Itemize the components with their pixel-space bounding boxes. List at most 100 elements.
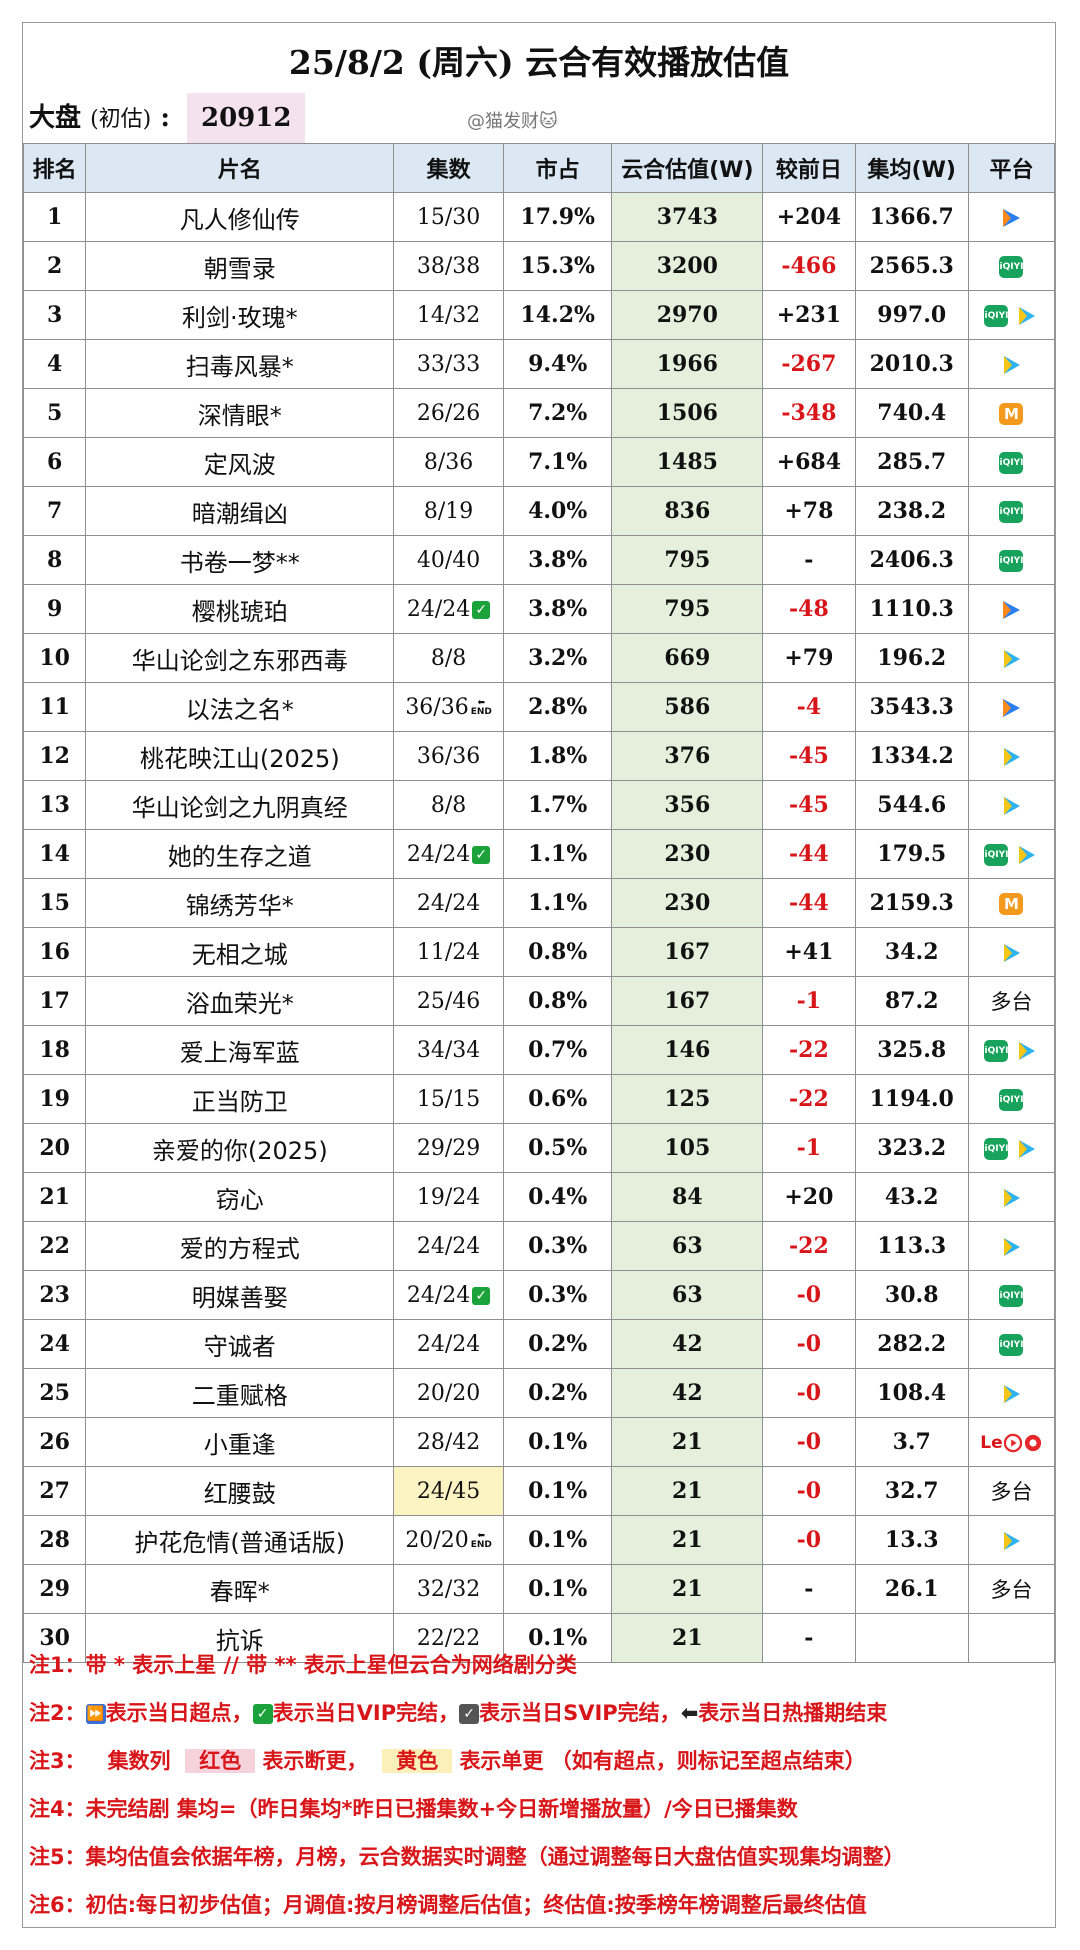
rank-cell: 1 [22, 192, 87, 242]
col-estimate: 云合估值(W) [611, 143, 764, 193]
rank-cell: 22 [22, 1221, 87, 1271]
change-cell: +79 [762, 633, 856, 683]
episodes-cell: 40/40 [393, 535, 504, 585]
hot-period-end-icon: ⬅ END [470, 697, 492, 717]
table-row: 13 华山论剑之九阴真经 8/8 1.7% 356 -45 544.6 [22, 780, 1056, 830]
title-cell: 桃花映江山(2025) [85, 731, 395, 781]
share-cell: 14.2% [502, 290, 613, 340]
market-sub: (初估) [90, 107, 152, 132]
platform-cell: iQIYI [967, 829, 1056, 879]
youku-icon [1004, 1385, 1021, 1403]
table-header-row: 排名 片名 集数 市占 云合估值(W) 较前日 集均(W) 平台 [22, 143, 1056, 193]
table-row: 11 以法之名* 36/36 ⬅ END 2.8% 586 -4 3543.3 [22, 682, 1056, 732]
youku-icon [1019, 1140, 1036, 1158]
rank-cell: 20 [22, 1123, 87, 1173]
rank-cell: 25 [22, 1368, 87, 1418]
platform-cell: iQIYI [967, 1123, 1056, 1173]
share-cell: 17.9% [502, 192, 613, 242]
vip-complete-icon: ✓ [472, 600, 491, 619]
share-cell: 1.1% [502, 829, 613, 879]
rank-cell: 9 [22, 584, 87, 634]
rank-cell: 3 [22, 290, 87, 340]
estimate-cell: 21 [611, 1466, 764, 1516]
platform-cell: M [967, 388, 1056, 438]
estimate-cell: 3743 [611, 192, 764, 242]
platform-cell: iQIYI [967, 486, 1056, 536]
estimate-cell: 105 [611, 1123, 764, 1173]
average-cell: 1334.2 [854, 731, 969, 781]
platform-cell [967, 780, 1056, 830]
average-cell: 282.2 [854, 1319, 969, 1369]
rank-cell: 8 [22, 535, 87, 585]
col-name: 片名 [85, 143, 395, 193]
rank-cell: 30 [22, 1613, 87, 1663]
table-row: 12 桃花映江山(2025) 36/36 1.8% 376 -45 1334.2 [22, 731, 1056, 781]
table-row: 5 深情眼* 26/26 7.2% 1506 -348 740.4 M [22, 388, 1056, 438]
average-cell: 997.0 [854, 290, 969, 340]
title-cell: 爱的方程式 [85, 1221, 395, 1271]
youku-icon [1004, 356, 1021, 374]
average-cell: 1366.7 [854, 192, 969, 242]
change-cell: -1 [762, 1123, 856, 1173]
platform-cell [967, 1172, 1056, 1222]
table-row: 19 正当防卫 15/15 0.6% 125 -22 1194.0 iQIYI [22, 1074, 1056, 1124]
platform-cell: iQIYI [967, 535, 1056, 585]
average-cell: 13.3 [854, 1515, 969, 1565]
estimate-cell: 586 [611, 682, 764, 732]
share-cell: 3.2% [502, 633, 613, 683]
share-cell: 0.8% [502, 976, 613, 1026]
col-platform: 平台 [967, 143, 1056, 193]
hot-period-end-icon: ⬅ END [470, 1530, 492, 1550]
episodes-cell: 19/24 [393, 1172, 504, 1222]
platform-cell [967, 584, 1056, 634]
title-cell: 以法之名* [85, 682, 395, 732]
change-cell: +684 [762, 437, 856, 487]
average-cell: 113.3 [854, 1221, 969, 1271]
share-cell: 0.1% [502, 1564, 613, 1614]
svip-check-icon: ✓ [459, 1704, 480, 1724]
average-cell: 2010.3 [854, 339, 969, 389]
average-cell: 2406.3 [854, 535, 969, 585]
change-cell: -45 [762, 780, 856, 830]
platform-cell: iQIYI [967, 1074, 1056, 1124]
platform-cell: 多台 [967, 976, 1056, 1026]
table-row: 1 凡人修仙传 15/30 17.9% 3743 +204 1366.7 [22, 192, 1056, 242]
rank-cell: 5 [22, 388, 87, 438]
title-cell: 亲爱的你(2025) [85, 1123, 395, 1173]
col-change: 较前日 [762, 143, 856, 193]
title-cell: 窃心 [85, 1172, 395, 1222]
estimate-cell: 21 [611, 1613, 764, 1663]
title-cell: 爱上海军蓝 [85, 1025, 395, 1075]
table-row: 23 明媒善娶 24/24 ✓ 0.3% 63 -0 30.8 iQIYI [22, 1270, 1056, 1320]
platform-cell: M [967, 878, 1056, 928]
rank-cell: 28 [22, 1515, 87, 1565]
change-cell: -22 [762, 1025, 856, 1075]
platform-text: 多台 [990, 990, 1033, 1014]
episodes-cell: 20/20 ⬅ END [393, 1515, 504, 1565]
title-cell: 抗诉 [85, 1613, 395, 1663]
platform-cell: Le [967, 1417, 1056, 1467]
iqiyi-icon: iQIYI [984, 305, 1009, 327]
episodes-cell: 20/20 [393, 1368, 504, 1418]
youku-icon [1004, 1238, 1021, 1256]
title-cell: 护花危情(普通话版) [85, 1515, 395, 1565]
episodes-cell: 26/26 [393, 388, 504, 438]
platform-cell: iQIYI [967, 1270, 1056, 1320]
title-cell: 二重赋格 [85, 1368, 395, 1418]
episodes-cell: 38/38 [393, 241, 504, 291]
platform-cell: 多台 [967, 1466, 1056, 1516]
average-cell: 108.4 [854, 1368, 969, 1418]
iqiyi-icon: iQIYI [999, 1285, 1024, 1307]
change-cell: +204 [762, 192, 856, 242]
iqiyi-icon: iQIYI [999, 550, 1024, 572]
average-cell: 34.2 [854, 927, 969, 977]
platform-cell [967, 927, 1056, 977]
rank-cell: 18 [22, 1025, 87, 1075]
rank-cell: 13 [22, 780, 87, 830]
platform-cell: iQIYI [967, 241, 1056, 291]
platform-cell: iQIYI [967, 437, 1056, 487]
rank-cell: 14 [22, 829, 87, 879]
col-rank: 排名 [22, 143, 87, 193]
average-cell: 740.4 [854, 388, 969, 438]
table-row: 20 亲爱的你(2025) 29/29 0.5% 105 -1 323.2 iQIYI [22, 1123, 1056, 1173]
